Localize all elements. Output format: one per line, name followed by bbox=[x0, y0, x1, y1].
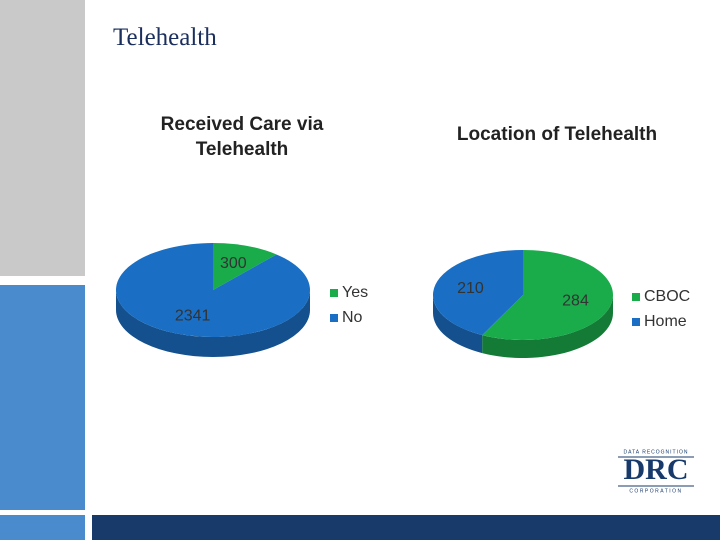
legend-swatch bbox=[330, 314, 338, 322]
pie-slice bbox=[433, 250, 523, 336]
legend-label: Yes bbox=[342, 284, 368, 301]
slide-title: Telehealth bbox=[113, 24, 217, 51]
pie-slice-side bbox=[116, 290, 310, 357]
legend-swatch bbox=[632, 293, 640, 301]
legend-label: CBOC bbox=[644, 288, 690, 305]
sidebar-blue bbox=[0, 285, 85, 510]
logo: DATA RECOGNITION DRC CORPORATION bbox=[618, 449, 694, 494]
legend-label: Home bbox=[644, 313, 687, 330]
data-label: 210 bbox=[457, 280, 484, 297]
chart-title: Received Care via Telehealth bbox=[160, 114, 324, 160]
footer-left bbox=[0, 515, 85, 540]
sidebar-gray bbox=[0, 0, 85, 276]
pie-slice-side bbox=[433, 295, 483, 354]
logo-bottom: CORPORATION bbox=[629, 488, 682, 494]
legend-swatch bbox=[632, 318, 640, 326]
pie-slice-side bbox=[482, 295, 613, 359]
chart-title: Location of Telehealth bbox=[456, 124, 658, 145]
pie-slice bbox=[116, 243, 311, 337]
logo-top: DATA RECOGNITION bbox=[624, 449, 689, 455]
logo-main: DRC bbox=[624, 453, 689, 486]
pie-slice bbox=[213, 243, 277, 290]
legend-label: No bbox=[342, 309, 363, 326]
legend-swatch bbox=[330, 289, 338, 297]
data-label: 284 bbox=[562, 293, 589, 310]
data-label: 2341 bbox=[175, 308, 211, 325]
data-label: 300 bbox=[220, 255, 247, 272]
footer-bar bbox=[92, 515, 720, 540]
pie-slice bbox=[482, 250, 614, 340]
